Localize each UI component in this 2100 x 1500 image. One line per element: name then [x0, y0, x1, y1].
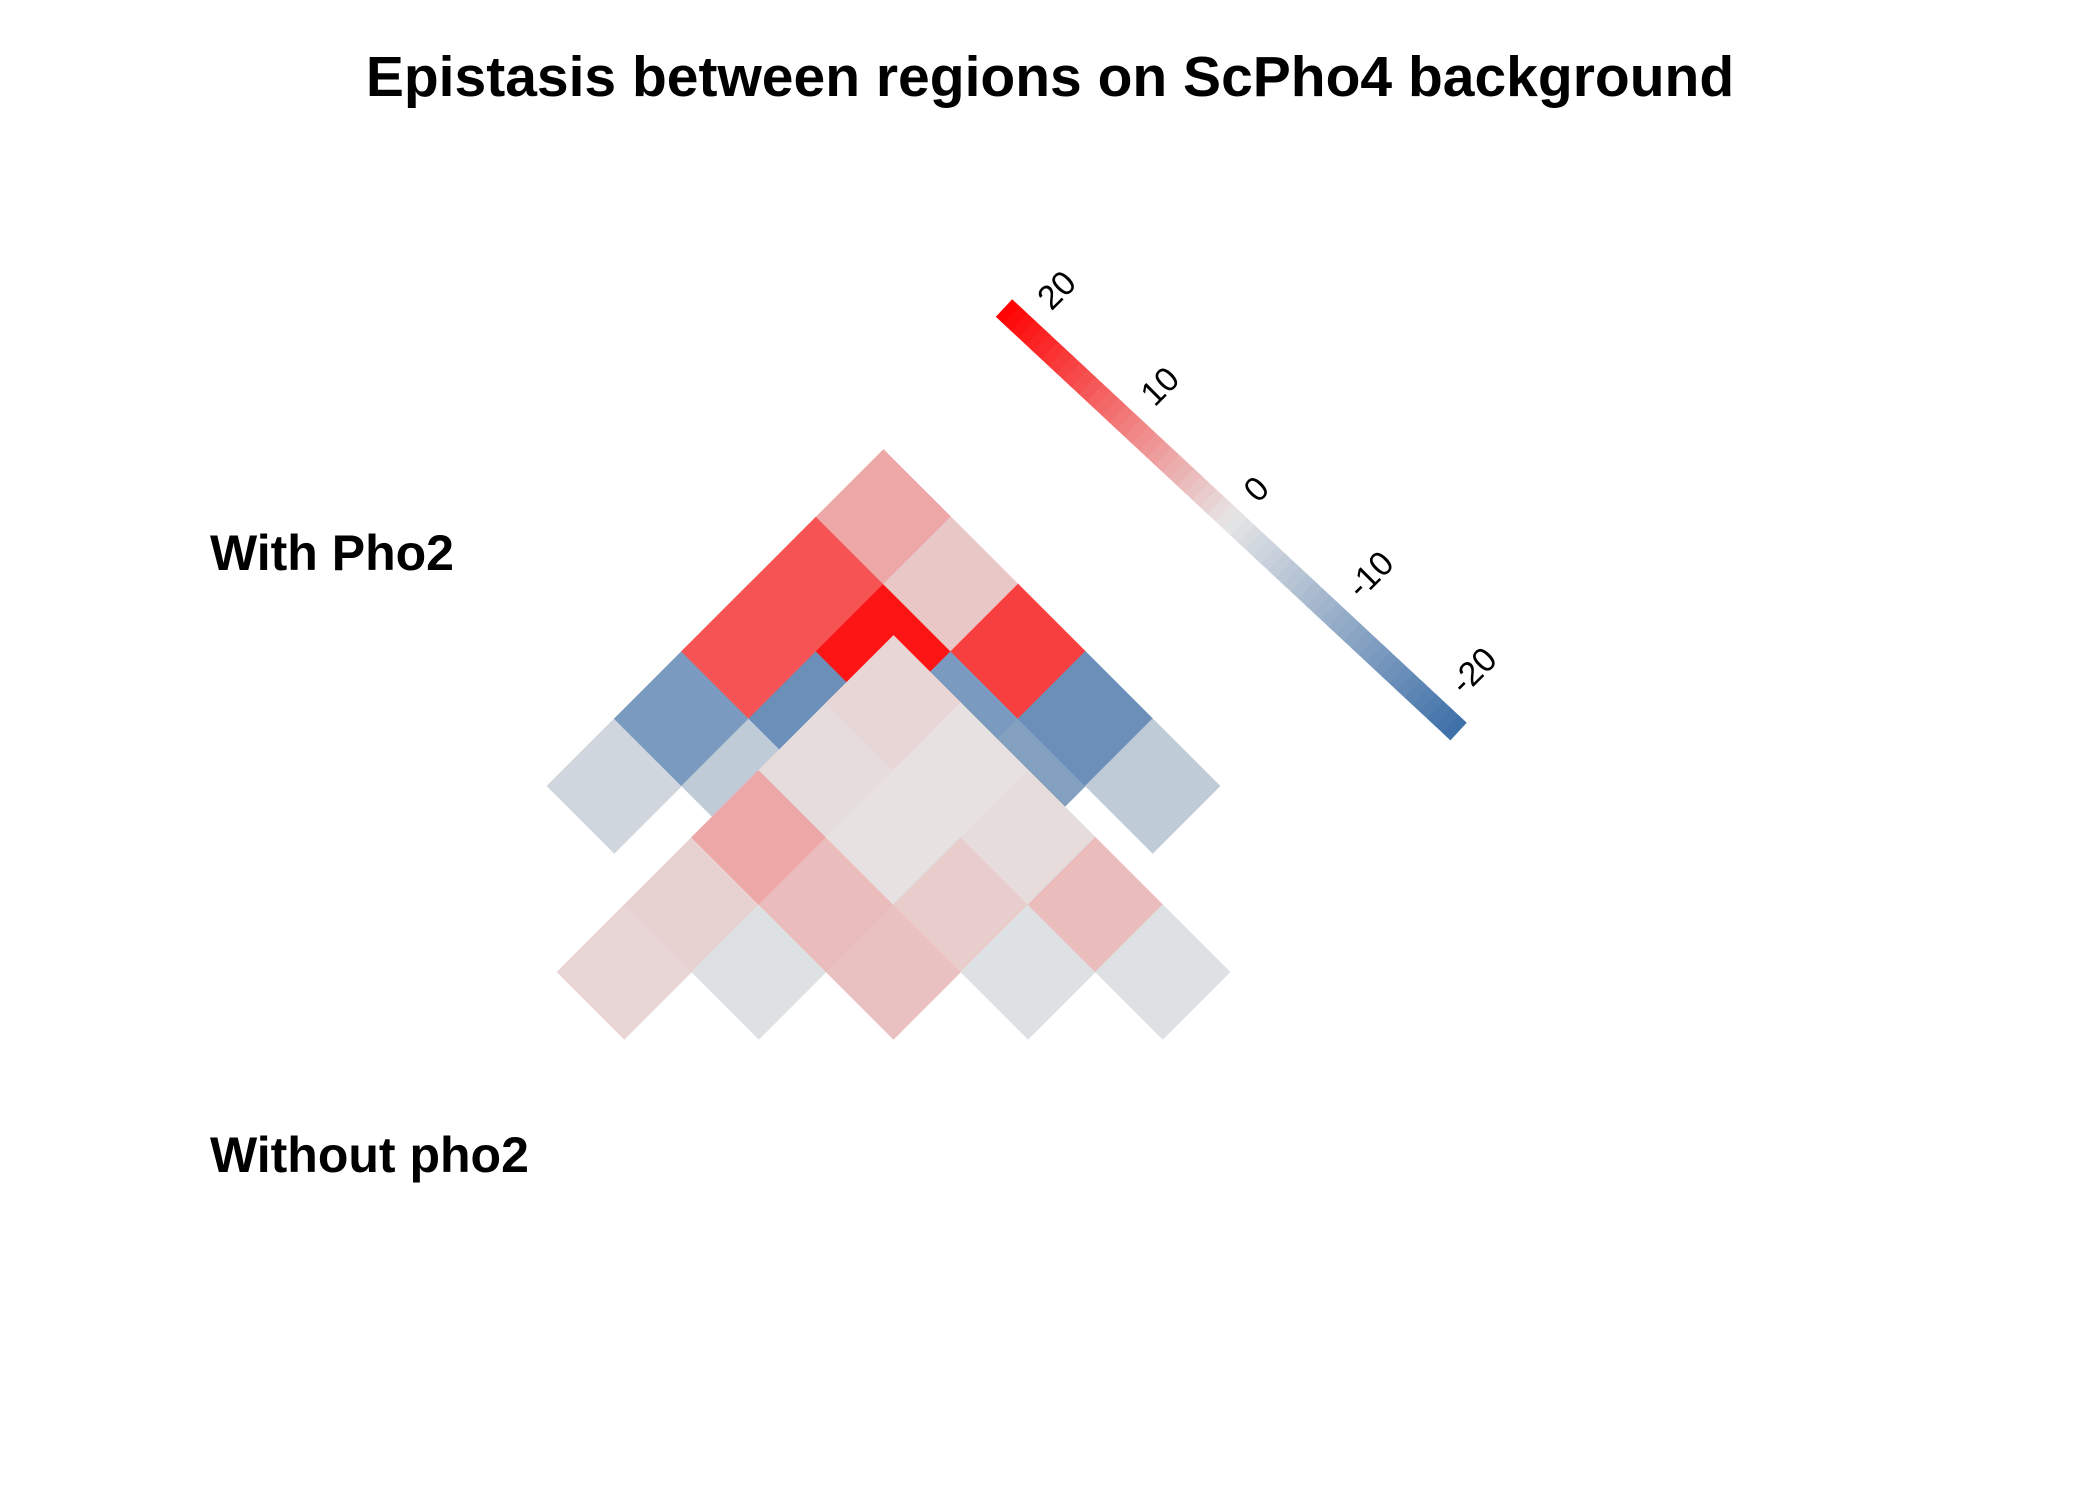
colorbar-segment	[1381, 658, 1407, 684]
colorbar-segment	[1253, 538, 1278, 565]
colorbar-segment	[1419, 694, 1445, 720]
colorbar-segment	[1434, 708, 1460, 734]
colorbar-segment	[1283, 567, 1308, 593]
colorbar-segment	[1245, 531, 1271, 558]
colorbar-tick-label: -20	[1443, 640, 1505, 702]
colorbar-segment	[1139, 433, 1165, 459]
colorbar-tick-label: 20	[1030, 264, 1084, 318]
colorbar-segment	[1003, 306, 1028, 332]
colorbar-segment	[1366, 644, 1392, 670]
colorbar-segment	[1162, 454, 1187, 480]
heatmap-without-pho2	[556, 635, 1231, 1040]
colorbar-segment	[1154, 447, 1180, 473]
colorbar-tick-label: -10	[1340, 544, 1402, 606]
colorbar-segment	[1018, 320, 1044, 346]
colorbar-segment	[1215, 503, 1240, 529]
colorbar-segment	[1298, 581, 1323, 607]
colorbar-segment	[995, 299, 1021, 325]
colorbar-tick-label: 10	[1133, 360, 1187, 414]
colorbar-segment	[1071, 369, 1096, 395]
heatmap-cell-p0-r4-c5	[1084, 718, 1221, 854]
colorbar-segment	[1237, 524, 1263, 550]
colorbar-segment	[1343, 623, 1369, 649]
colorbar-segment	[1147, 440, 1172, 466]
colorbar-segment	[1026, 327, 1051, 353]
colorbar-segment	[1359, 637, 1384, 663]
colorbar-segment	[1094, 390, 1119, 417]
panel-label-without-pho2: Without pho2	[210, 1127, 529, 1183]
colorbar-segment	[1321, 602, 1346, 628]
colorbar-segment	[1290, 574, 1316, 600]
colorbar-segment	[1313, 595, 1339, 621]
colorbar-segment	[1192, 482, 1218, 508]
colorbar-segment	[1056, 355, 1081, 381]
colorbar-segment	[1048, 348, 1074, 374]
colorbar-segment	[1427, 701, 1452, 727]
colorbar-segment	[1124, 419, 1149, 445]
colorbar-segment	[1101, 397, 1127, 424]
colorbar-segment	[1222, 510, 1248, 536]
colorbar-segment	[1086, 383, 1112, 409]
colorbar-segment	[1230, 517, 1255, 543]
panel-label-with-pho2: With Pho2	[210, 525, 454, 581]
colorbar-segment	[1275, 560, 1301, 586]
colorbar-segment	[1328, 609, 1354, 635]
colorbar-segment	[1184, 475, 1210, 501]
colorbar-segment	[1116, 412, 1142, 438]
colorbar-segment	[1063, 362, 1089, 388]
colorbar-segment	[1079, 376, 1104, 402]
heatmap-cell-p1-r4-c5	[1094, 904, 1231, 1040]
colorbar-segment	[1010, 313, 1036, 339]
colorbar-segment	[1132, 426, 1157, 452]
colorbar-segment	[1169, 461, 1195, 487]
colorbar-segment	[1336, 616, 1361, 642]
colorbar-segment	[1411, 686, 1437, 713]
colorbar-tick-label: 0	[1237, 469, 1277, 509]
chart-title: Epistasis between regions on ScPho4 back…	[366, 45, 1734, 109]
colorbar-segment	[1351, 630, 1376, 656]
colorbar-segment	[1396, 672, 1422, 699]
colorbar-segment	[1404, 679, 1429, 706]
colorbar-segment	[1041, 341, 1066, 367]
colorbar-segment	[1200, 489, 1225, 515]
colorbar-segment	[1207, 496, 1233, 522]
colorbar-segment	[1177, 468, 1202, 494]
colorbar-segment	[1260, 545, 1286, 572]
colorbar-segment	[1442, 715, 1467, 741]
colorbar-segment	[1268, 553, 1293, 579]
colorbar-segment	[1374, 651, 1399, 677]
colorbar-segment	[1109, 404, 1134, 431]
colorbar-segment	[1306, 588, 1331, 614]
colorbar-segment	[1389, 665, 1414, 691]
colorbar-segment	[1033, 334, 1059, 360]
